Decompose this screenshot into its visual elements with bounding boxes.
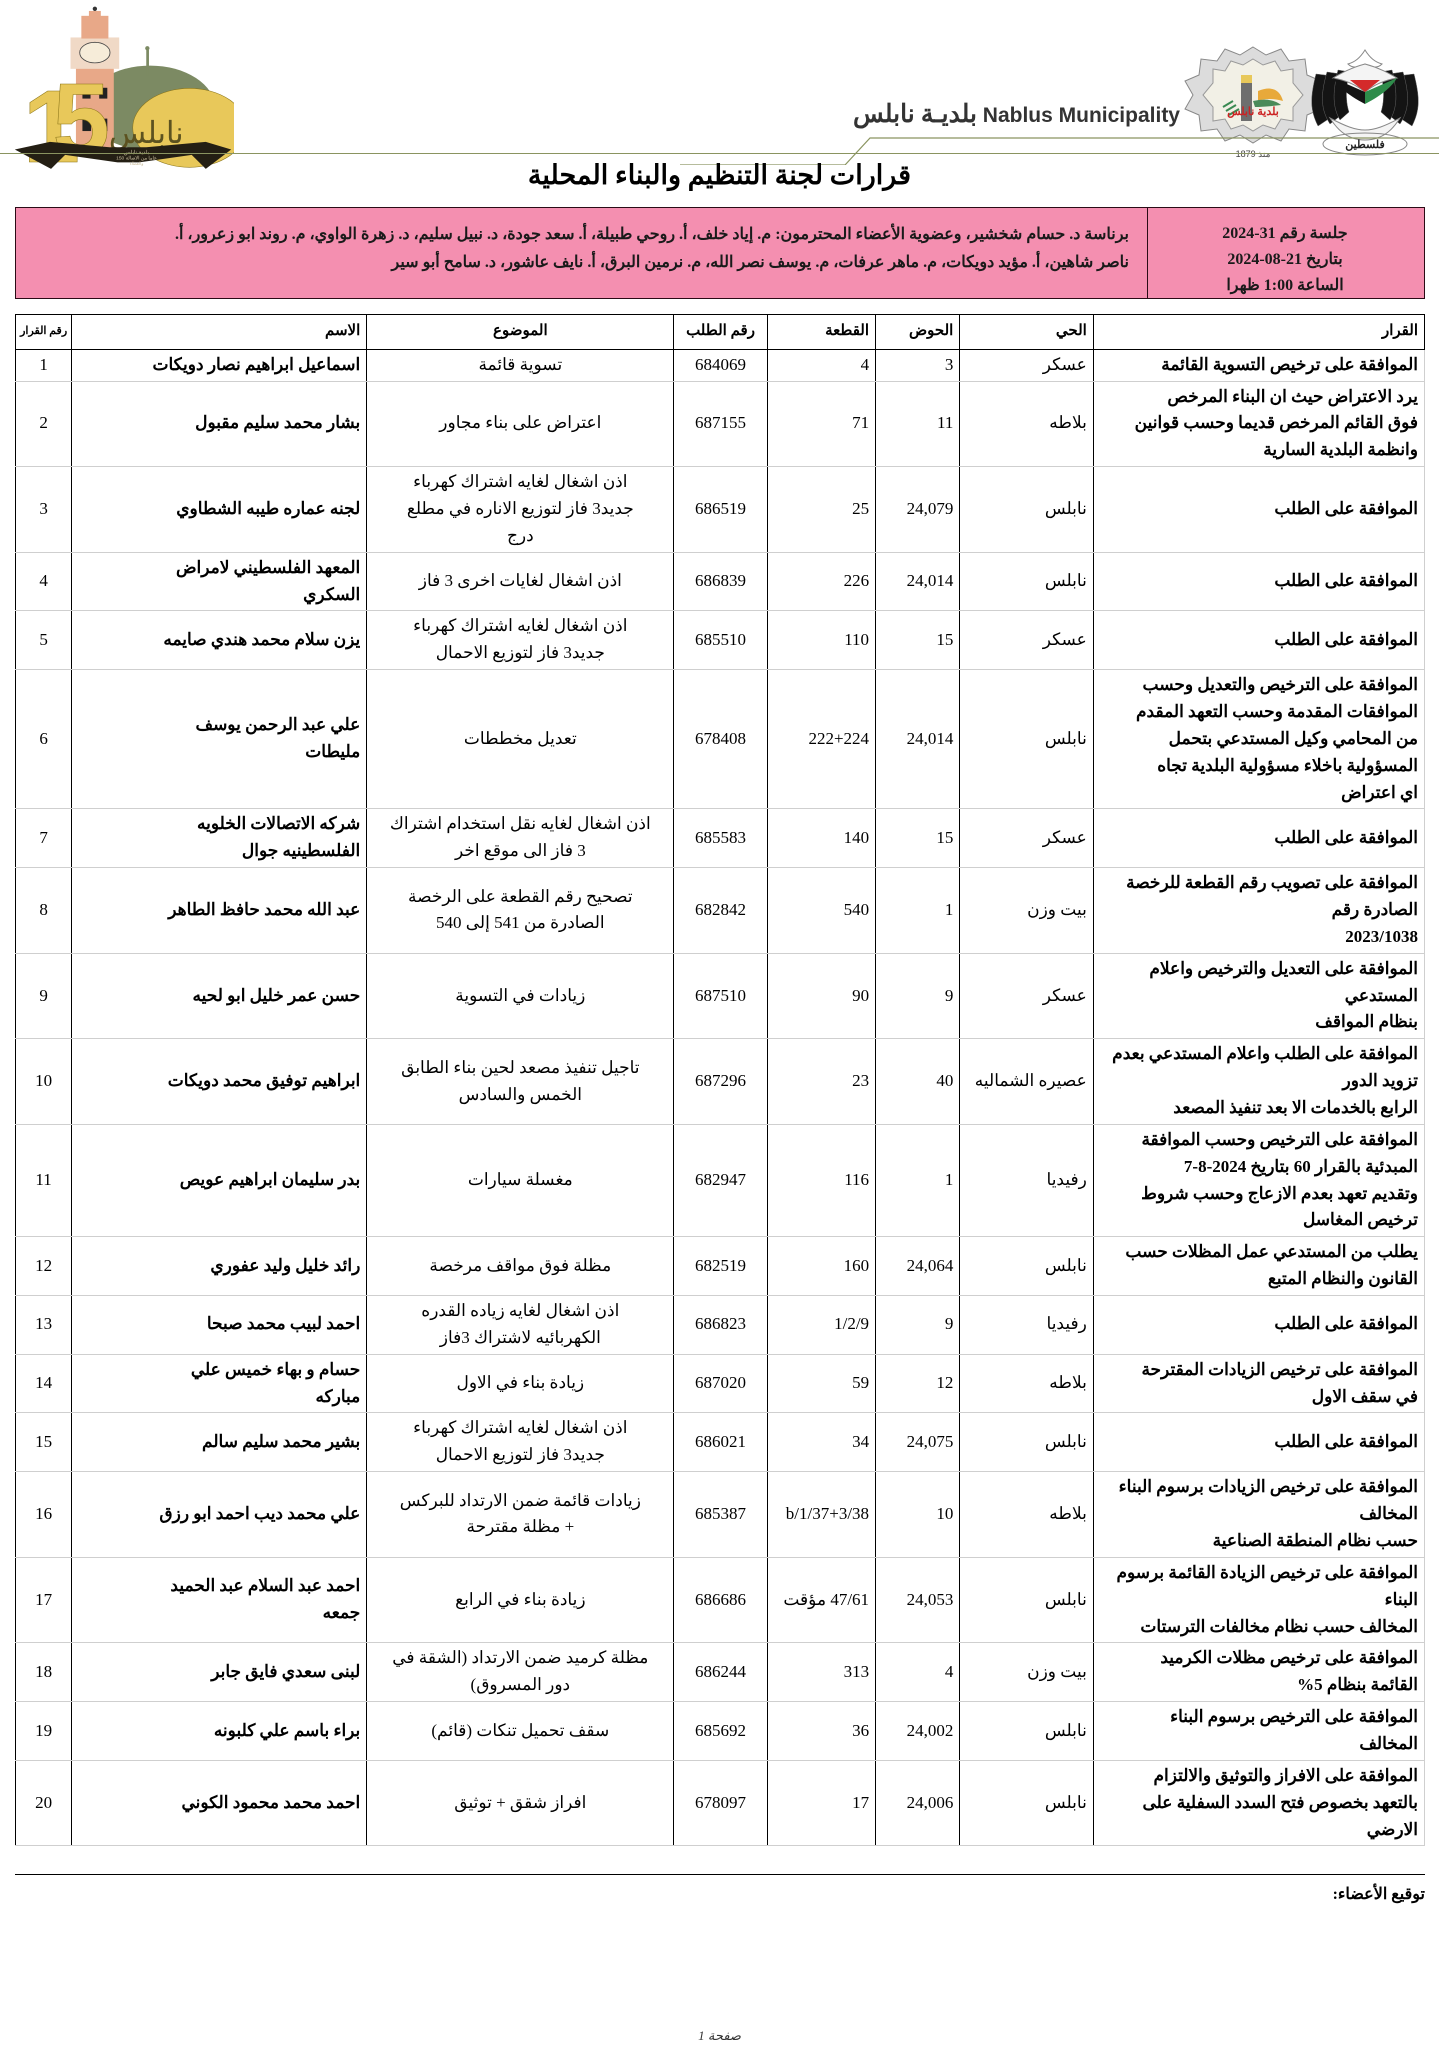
- svg-text:بلدية نابلس: بلدية نابلس: [1227, 106, 1279, 118]
